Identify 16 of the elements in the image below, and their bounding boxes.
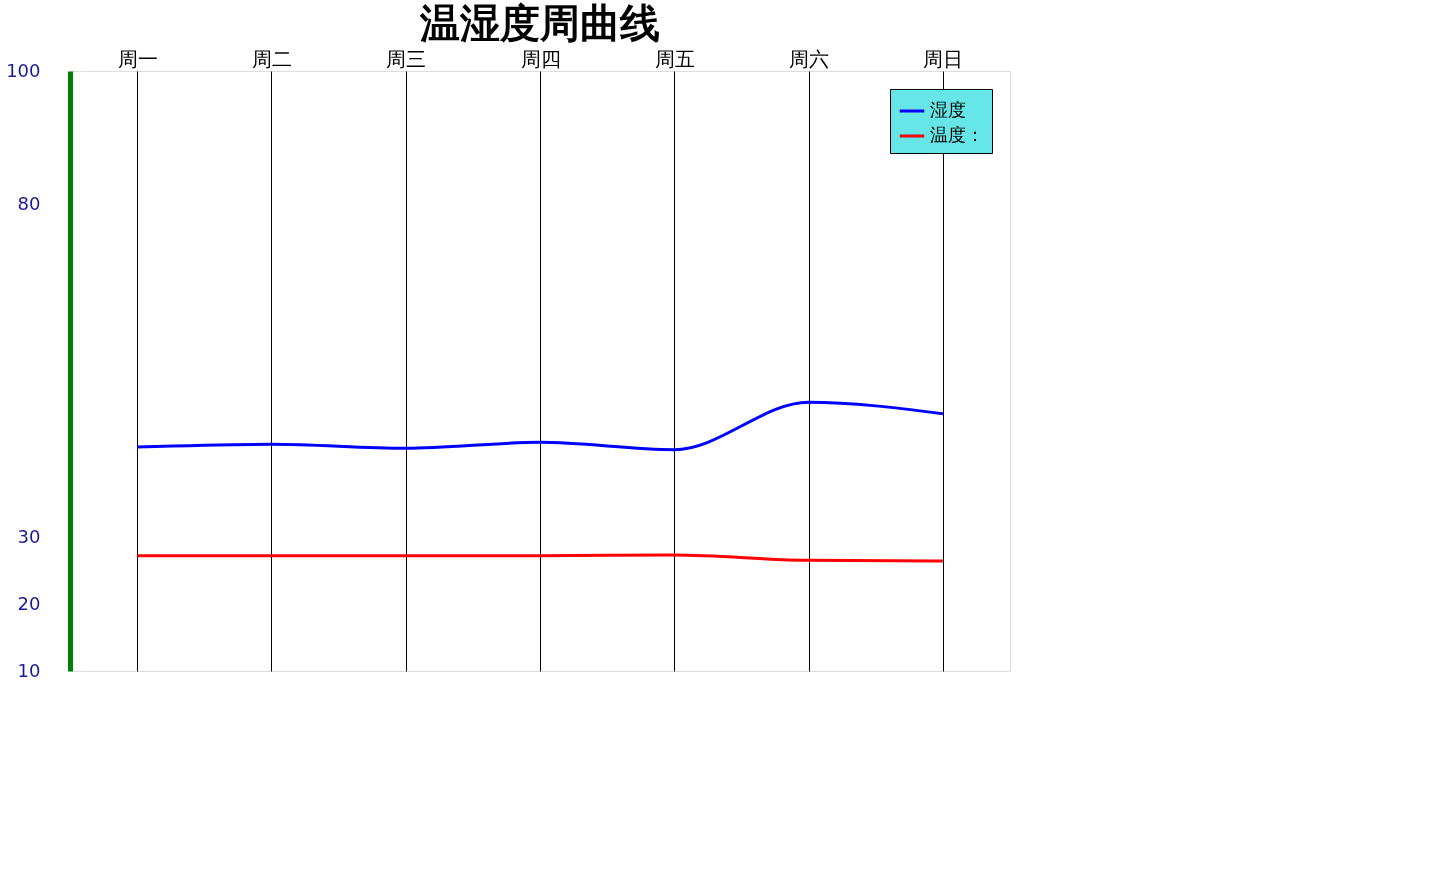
chart-title: 温湿度周曲线 bbox=[419, 0, 660, 46]
x-tick-label: 周三 bbox=[386, 46, 427, 71]
y-tick-label: 100 bbox=[6, 59, 41, 81]
x-tick-label: 周一 bbox=[117, 46, 158, 71]
x-tick-label: 周四 bbox=[520, 46, 561, 71]
x-tick-label: 周二 bbox=[251, 46, 292, 71]
y-tick-label: 30 bbox=[17, 526, 41, 548]
line-series bbox=[135, 400, 945, 452]
y-tick-label: 20 bbox=[17, 592, 41, 614]
x-tick-label: 周六 bbox=[789, 46, 830, 71]
legend-label: 温度： bbox=[930, 124, 984, 145]
x-tick-label: 周日 bbox=[923, 46, 964, 71]
x-tick-label: 周五 bbox=[654, 46, 695, 71]
y-tick-label: 10 bbox=[17, 659, 41, 681]
y-tick-label: 80 bbox=[17, 192, 41, 214]
legend-label: 湿度 bbox=[930, 99, 966, 120]
